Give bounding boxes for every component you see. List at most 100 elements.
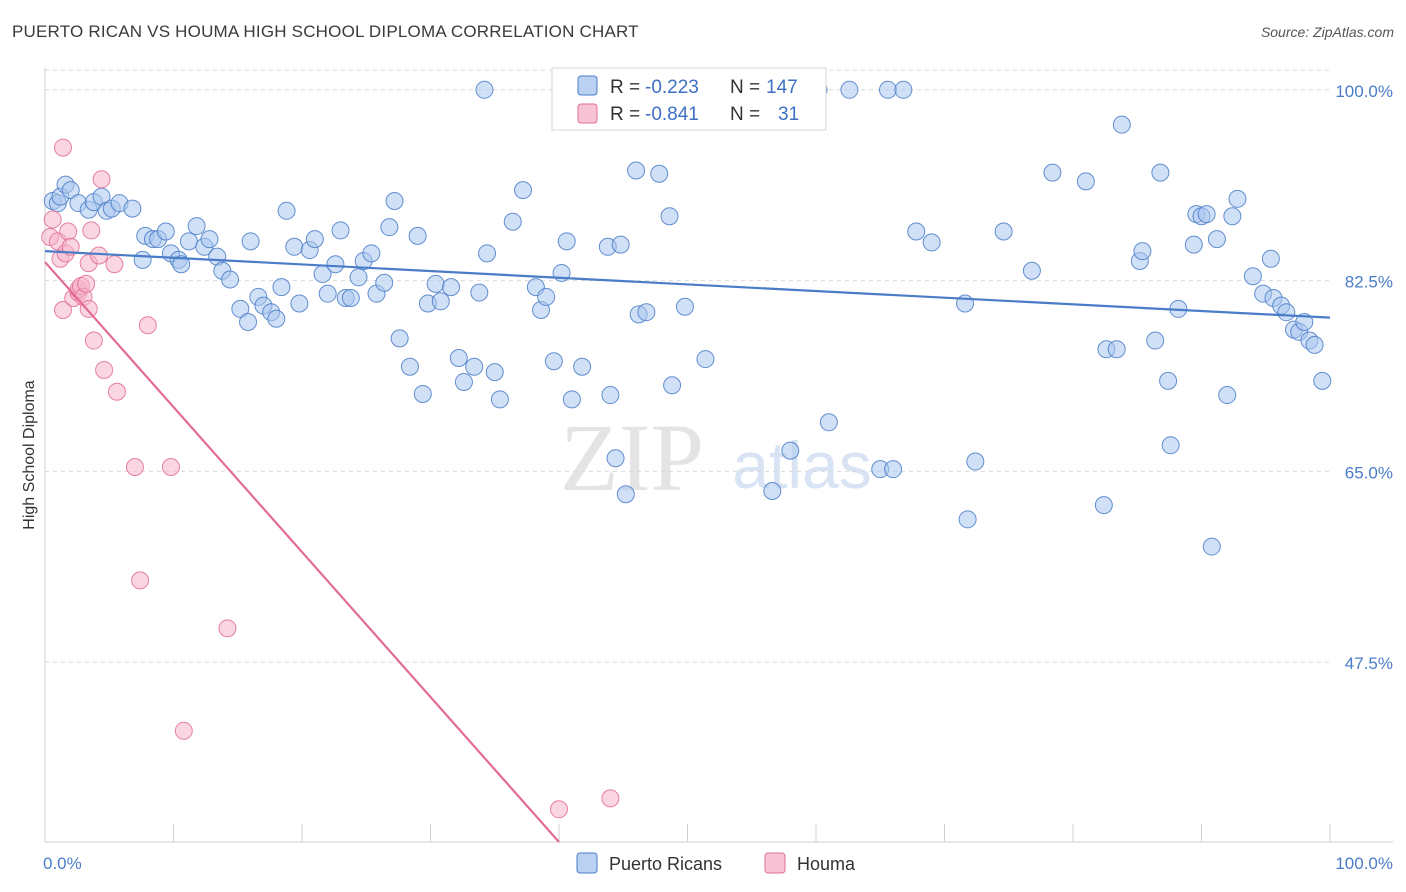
legend-r-value-2: -0.841 [645, 104, 699, 125]
puerto-rican-point [400, 357, 419, 376]
puerto-rican-point [1133, 242, 1152, 261]
y-tick-label: 100.0% [1335, 82, 1393, 101]
trend-layer [44, 250, 1331, 843]
puerto-rican-point [267, 309, 286, 328]
puerto-rican-point [1161, 436, 1180, 455]
puerto-rican-point [362, 244, 381, 263]
houma-point [105, 255, 124, 274]
puerto-rican-point [616, 485, 635, 504]
puerto-rican-point [465, 357, 484, 376]
puerto-rican-point [187, 217, 206, 236]
puerto-rican-point [413, 384, 432, 403]
puerto-rican-point [341, 289, 360, 308]
puerto-rican-point [326, 255, 345, 274]
puerto-rican-point [884, 460, 903, 479]
puerto-rican-point [380, 218, 399, 237]
puerto-rican-point [272, 278, 291, 297]
puerto-rican-point [426, 274, 445, 293]
houma-point [59, 222, 78, 241]
puerto-rican-point [573, 357, 592, 376]
legend-n-label-1: N = [730, 77, 760, 98]
puerto-rican-point [663, 376, 682, 395]
puerto-rican-point [442, 278, 461, 297]
puerto-rican-point [331, 221, 350, 240]
puerto-rican-point [1228, 189, 1247, 208]
puerto-rican-point [611, 235, 630, 254]
puerto-rican-point [375, 273, 394, 292]
puerto-rican-point [478, 244, 497, 263]
legend-n-value-2: 31 [778, 104, 799, 125]
y-axis-title: High School Diploma [21, 380, 38, 530]
puerto-rican-point [675, 297, 694, 316]
puerto-rican-point [514, 181, 533, 200]
puerto-rican-point [1022, 261, 1041, 280]
puerto-rican-point [637, 303, 656, 322]
chart-source: Source: ZipAtlas.com [1260, 24, 1394, 40]
houma-point [61, 237, 80, 256]
legend-swatch-pink [577, 103, 598, 124]
houma-point [53, 138, 72, 157]
puerto-rican-point [503, 212, 522, 231]
puerto-rican-point [390, 329, 409, 348]
puerto-rican-point [470, 283, 489, 302]
bottom-legend-swatch-pink [764, 852, 786, 874]
puerto-rican-point [1207, 230, 1226, 249]
puerto-rican-point [449, 348, 468, 367]
puerto-rican-point [156, 222, 175, 241]
puerto-rican-point [200, 230, 219, 249]
puerto-rican-point [1202, 537, 1221, 556]
legend: R = -0.223 N = 147 R = -0.841 N = 31 [551, 67, 827, 131]
legend-r-label-1: R = [610, 77, 640, 98]
puerto-rican-point [349, 268, 368, 287]
puerto-rican-trend-line [44, 250, 1331, 319]
puerto-rican-point [1277, 303, 1296, 322]
puerto-rican-point [318, 284, 337, 303]
x-tick-label-min: 0.0% [43, 854, 82, 873]
puerto-rican-point [431, 292, 450, 311]
houma-point [95, 360, 114, 379]
puerto-rican-point [1159, 371, 1178, 390]
houma-point [138, 316, 157, 335]
puerto-rican-point [305, 230, 324, 249]
puerto-rican-point [123, 199, 142, 218]
puerto-rican-point [290, 294, 309, 313]
legend-n-value-1: 147 [766, 77, 798, 98]
houma-point [84, 331, 103, 350]
houma-point [131, 571, 150, 590]
legend-r-label-2: R = [610, 104, 640, 125]
houma-point [77, 274, 96, 293]
puerto-rican-point [562, 390, 581, 409]
puerto-rican-point [601, 386, 620, 405]
puerto-rican-point [819, 413, 838, 432]
puerto-rican-point [385, 191, 404, 210]
puerto-rican-point [454, 372, 473, 391]
houma-point [89, 246, 108, 265]
puerto-rican-point [878, 80, 897, 99]
houma-point [550, 800, 568, 819]
watermark-atlas: atlas [732, 428, 871, 502]
legend-swatch-blue [577, 75, 598, 96]
puerto-rican-point [537, 287, 556, 306]
puerto-rican-point [894, 80, 913, 99]
puerto-rican-point [1305, 335, 1324, 354]
puerto-rican-point [285, 237, 304, 256]
puerto-rican-point [907, 222, 926, 241]
puerto-rican-point [840, 80, 859, 99]
puerto-rican-point [763, 481, 782, 500]
puerto-rican-point [1076, 172, 1095, 191]
puerto-rican-point [1043, 163, 1062, 182]
y-tick-label: 47.5% [1345, 654, 1393, 673]
puerto-rican-point [475, 80, 494, 99]
puerto-rican-point [179, 232, 198, 251]
puerto-rican-point [650, 164, 669, 183]
axis-layer: 100.0% 82.5% 65.0% 47.5% 0.0% 100.0% [43, 68, 1393, 873]
puerto-rican-point [485, 363, 504, 382]
puerto-rican-point [239, 313, 258, 332]
bottom-legend-label-houma: Houma [797, 854, 856, 874]
houma-point [218, 619, 237, 638]
puerto-rican-point [1223, 207, 1242, 226]
y-tick-label: 82.5% [1345, 273, 1393, 292]
puerto-rican-point [660, 207, 679, 226]
puerto-rican-point [1243, 267, 1262, 286]
